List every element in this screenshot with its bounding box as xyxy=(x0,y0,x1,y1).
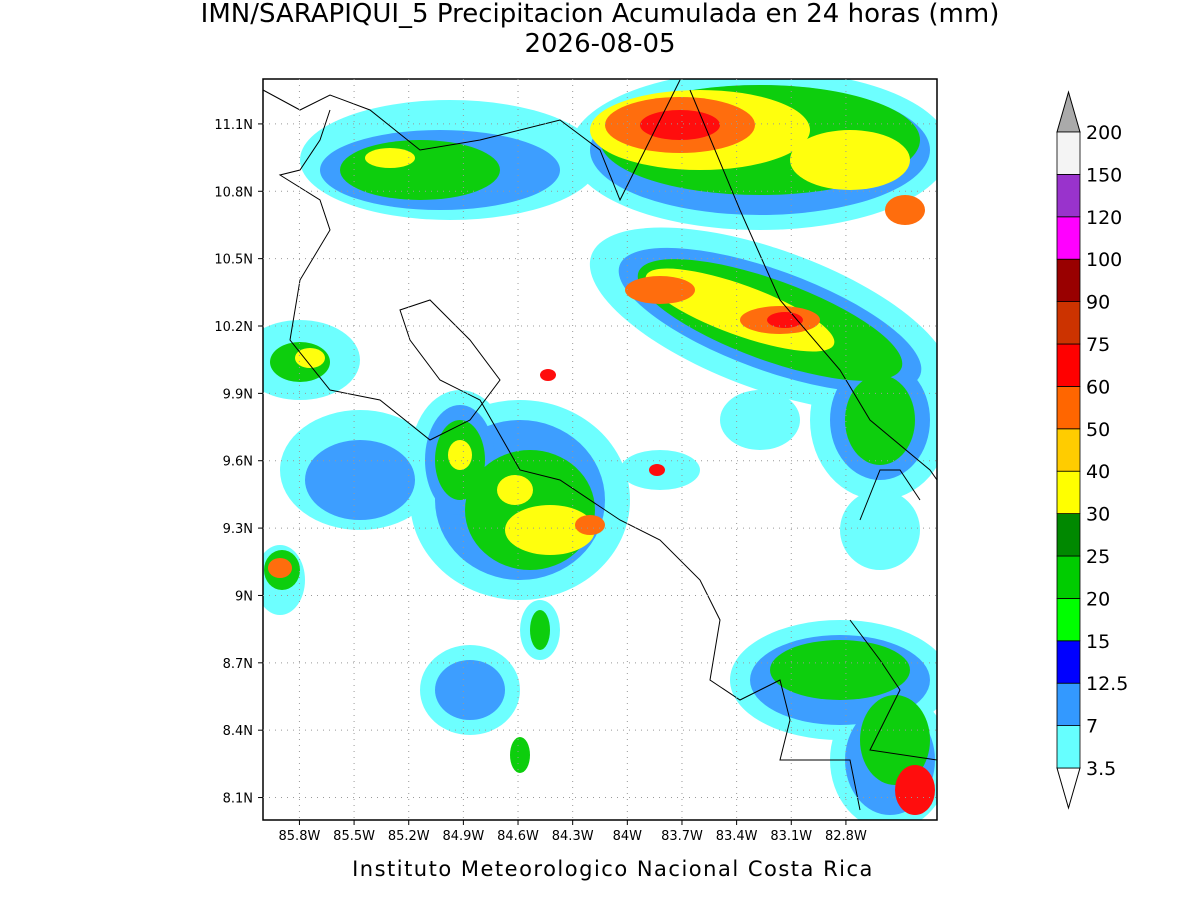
map-frame xyxy=(262,78,938,821)
colorbar-label: 90 xyxy=(1086,292,1110,314)
lat-tick-label: 10.5N xyxy=(214,253,253,268)
lat-tick-label: 10.2N xyxy=(214,320,253,335)
subtitle: 2026-08-05 xyxy=(524,29,675,59)
colorbar-label: 7 xyxy=(1086,716,1098,738)
colorbar-band xyxy=(1056,131,1081,175)
lon-tick-label: 85.2W xyxy=(388,829,430,844)
precip-field xyxy=(263,79,937,820)
lat-tick-label: 11.1N xyxy=(214,118,253,133)
lon-tick-label: 84.9W xyxy=(442,829,484,844)
colorbar-band xyxy=(1056,640,1081,684)
colorbar-band xyxy=(1056,470,1081,515)
colorbar-label: 3.5 xyxy=(1086,758,1116,780)
colorbar-band xyxy=(1056,428,1081,472)
lat-tick-label: 9.9N xyxy=(223,387,253,402)
colorbar-label: 40 xyxy=(1086,461,1110,483)
colorbar-label: 50 xyxy=(1086,419,1110,441)
colorbar-band xyxy=(1056,682,1081,727)
colorbar-band xyxy=(1056,725,1081,769)
coastline xyxy=(263,79,937,811)
colorbar-band xyxy=(1056,301,1081,345)
colorbar-band xyxy=(1056,555,1081,599)
colorbar-label: 15 xyxy=(1086,631,1110,653)
lon-tick-label: 85.5W xyxy=(333,829,375,844)
lat-tick-label: 10.8N xyxy=(214,185,253,200)
lat-tick-label: 9.6N xyxy=(223,455,253,470)
colorbar-label: 150 xyxy=(1086,164,1122,186)
colorbar-label: 75 xyxy=(1086,334,1110,356)
colorbar-label: 100 xyxy=(1086,249,1122,271)
lon-tick-label: 85.8W xyxy=(279,829,321,844)
footer: Instituto Meteorologico Nacional Costa R… xyxy=(352,857,874,881)
lon-tick-label: 84.6W xyxy=(497,829,539,844)
lon-tick-label: 84.3W xyxy=(552,829,594,844)
colorbar-label: 120 xyxy=(1086,207,1122,229)
title: IMN/SARAPIQUI_5 Precipitacion Acumulada … xyxy=(201,0,1000,29)
lat-tick-label: 8.1N xyxy=(223,792,253,807)
colorbar-band xyxy=(1056,343,1081,387)
colorbar-label: 200 xyxy=(1086,122,1122,144)
colorbar-label: 20 xyxy=(1086,588,1110,610)
colorbar-band xyxy=(1056,385,1081,430)
colorbar-label: 25 xyxy=(1086,546,1110,568)
lon-tick-label: 83.4W xyxy=(716,829,758,844)
colorbar-under xyxy=(1056,767,1081,810)
colorbar-band xyxy=(1056,258,1081,303)
lon-tick-label: 83.7W xyxy=(661,829,703,844)
colorbar-label: 60 xyxy=(1086,376,1110,398)
lat-tick-label: 9N xyxy=(235,589,253,604)
lon-tick-label: 82.8W xyxy=(825,829,867,844)
colorbar-band xyxy=(1056,173,1081,218)
colorbar-label: 12.5 xyxy=(1086,673,1128,695)
lat-tick-label: 8.7N xyxy=(223,657,253,672)
lon-tick-label: 84W xyxy=(613,829,643,844)
lat-tick-label: 9.3N xyxy=(223,522,253,537)
colorbar-band xyxy=(1056,216,1081,260)
colorbar-band xyxy=(1056,513,1081,557)
colorbar-over xyxy=(1056,90,1081,133)
colorbar-label: 30 xyxy=(1086,504,1110,526)
lon-tick-label: 83.1W xyxy=(770,829,812,844)
lat-tick-label: 8.4N xyxy=(223,724,253,739)
colorbar-band xyxy=(1056,598,1081,642)
